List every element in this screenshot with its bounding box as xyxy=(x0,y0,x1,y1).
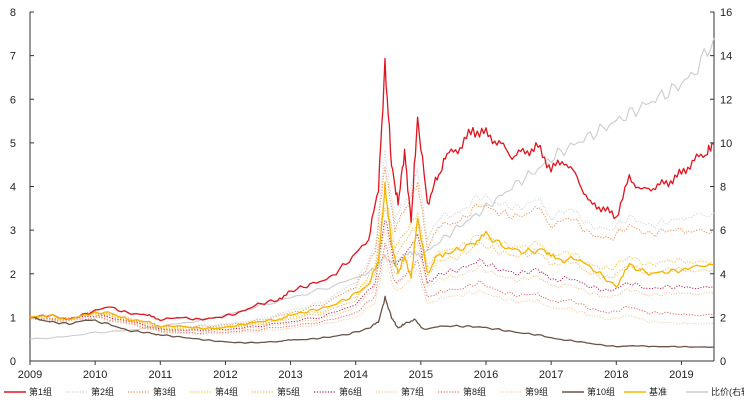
y-right-tick-label: 0 xyxy=(720,356,726,368)
legend-label-3: 第3组 xyxy=(153,386,176,397)
y-left-tick-label: 3 xyxy=(10,225,16,237)
legend-label-12: 比价(右轴) xyxy=(711,386,744,397)
legend-label-5: 第5组 xyxy=(277,386,300,397)
legend-label-2: 第2组 xyxy=(91,386,114,397)
y-left-tick-label: 7 xyxy=(10,51,16,63)
series-line-6 xyxy=(29,220,715,332)
x-tick-label: 2010 xyxy=(83,369,107,381)
x-tick-label: 2012 xyxy=(213,369,237,381)
y-right-tick-label: 2 xyxy=(720,312,726,324)
legend-label-1: 第1组 xyxy=(29,386,52,397)
legend-label-6: 第6组 xyxy=(339,386,362,397)
series-line-9 xyxy=(29,254,715,335)
legend-label-8: 第8组 xyxy=(463,386,486,397)
y-right-tick-label: 12 xyxy=(720,94,732,106)
x-tick-label: 2017 xyxy=(539,369,563,381)
series-line-11 xyxy=(29,181,715,330)
y-left-tick-label: 1 xyxy=(10,312,16,324)
x-tick-label: 2018 xyxy=(604,369,628,381)
y-right-tick-label: 4 xyxy=(720,269,726,281)
x-tick-label: 2014 xyxy=(343,369,367,381)
legend-label-7: 第7组 xyxy=(401,386,424,397)
legend-label-4: 第4组 xyxy=(215,386,238,397)
x-tick-label: 2009 xyxy=(18,369,42,381)
series-line-12 xyxy=(29,38,715,340)
y-right-tick-label: 8 xyxy=(720,182,726,194)
legend-label-10: 第10组 xyxy=(587,386,615,397)
y-right-tick-label: 16 xyxy=(720,7,732,19)
y-left-tick-label: 6 xyxy=(10,94,16,106)
x-tick-label: 2013 xyxy=(278,369,302,381)
x-tick-label: 2016 xyxy=(474,369,498,381)
y-left-tick-label: 8 xyxy=(10,7,16,19)
y-left-tick-label: 2 xyxy=(10,269,16,281)
chart-series-lines xyxy=(29,38,715,348)
series-line-4 xyxy=(29,194,715,330)
x-tick-label: 2011 xyxy=(148,369,172,381)
y-right-tick-label: 6 xyxy=(720,225,726,237)
series-line-2 xyxy=(29,149,715,328)
series-line-3 xyxy=(29,166,715,328)
series-line-10 xyxy=(29,295,715,348)
y-left-tick-label: 5 xyxy=(10,138,16,150)
y-right-tick-label: 10 xyxy=(720,138,732,150)
series-line-1 xyxy=(29,57,715,322)
legend-label-9: 第9组 xyxy=(525,386,548,397)
y-left-tick-label: 4 xyxy=(10,182,16,194)
x-tick-label: 2015 xyxy=(409,369,433,381)
series-line-8 xyxy=(29,242,715,334)
y-left-tick-label: 0 xyxy=(10,356,16,368)
chart-legend: 第1组 第2组 第3组 第4组 第5组 第6组 第7组 第8组 第9组 第10组 基准 比价(右轴) xyxy=(4,386,744,397)
y-right-tick-label: 14 xyxy=(720,51,732,63)
legend-label-11: 基准 xyxy=(649,386,667,397)
series-line-7 xyxy=(29,227,715,333)
x-tick-label: 2019 xyxy=(669,369,693,381)
